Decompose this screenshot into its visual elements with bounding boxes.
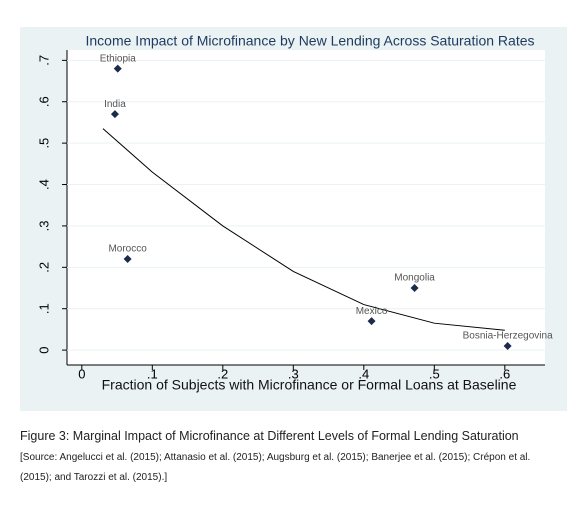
point-label: Ethiopia: [100, 53, 137, 64]
point-label: Mexico: [356, 306, 388, 317]
plot-area: [67, 50, 545, 365]
y-tick-label: .3: [36, 220, 51, 231]
point-label: Morocco: [108, 244, 147, 255]
y-tick-label: .2: [36, 262, 51, 273]
x-tick-label: .5: [429, 366, 440, 381]
data-point: [123, 255, 132, 264]
x-tick-label: .4: [358, 366, 369, 381]
y-tick-label: .7: [36, 55, 51, 66]
data-point: [110, 110, 119, 119]
chart: Income Impact of Microfinance by New Len…: [20, 27, 567, 411]
y-tick-label: .5: [36, 138, 51, 149]
x-tick-label: .1: [147, 366, 158, 381]
chart-title: Income Impact of Microfinance by New Len…: [86, 33, 535, 49]
fit-line: [102, 128, 505, 331]
x-tick-label: 0: [78, 366, 85, 381]
source-line: (2015); and Tarozzi et al. (2015).]: [20, 472, 168, 483]
y-tick-label: 0: [36, 346, 51, 353]
point-label: Bosnia-Herzegovina: [463, 331, 553, 342]
y-tick-label: .6: [36, 96, 51, 107]
point-label: Mongolia: [394, 273, 435, 284]
point-label: India: [104, 99, 126, 110]
x-tick-label: .3: [288, 366, 299, 381]
data-point: [503, 341, 512, 350]
source-line: [Source: Angelucci et al. (2015); Attana…: [20, 452, 531, 463]
x-axis-title: Fraction of Subjects with Microfinance o…: [102, 377, 517, 393]
x-tick-label: .2: [217, 366, 228, 381]
y-tick-label: .1: [36, 303, 51, 314]
x-tick-label: .6: [499, 366, 510, 381]
data-point: [367, 317, 376, 326]
y-tick-label: .4: [36, 179, 51, 190]
data-point: [113, 64, 122, 73]
figure-caption: Figure 3: Marginal Impact of Microfinanc…: [20, 429, 519, 443]
data-point: [410, 284, 419, 293]
